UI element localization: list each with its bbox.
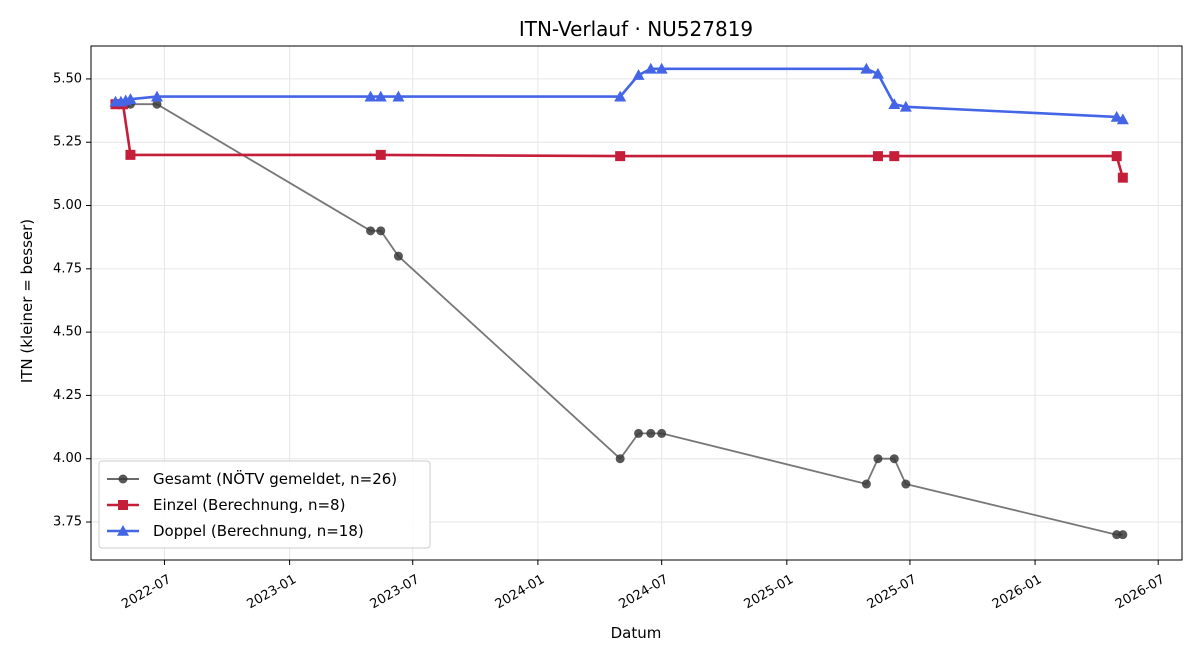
legend-label: Gesamt (NÖTV gemeldet, n=26) xyxy=(153,469,397,488)
y-tick-label: 4.25 xyxy=(53,388,82,403)
x-axis: 2022-07 2023-01 2023-07 2024-01 2024-07 2025-… xyxy=(119,560,1168,612)
x-tick-label: 2024-07 xyxy=(617,572,672,612)
x-tick-label: 2023-01 xyxy=(244,572,299,612)
y-axis-title: ITN (kleiner = besser) xyxy=(18,219,36,383)
data-point-einzel xyxy=(125,149,136,160)
data-point-gesamt xyxy=(634,428,644,438)
series-einzel xyxy=(110,99,1128,183)
legend-item-doppel: Doppel (Berechnung, n=18) xyxy=(107,522,364,540)
data-point-einzel xyxy=(1117,172,1128,183)
y-tick-label: 4.50 xyxy=(53,325,82,340)
data-point-doppel xyxy=(632,69,645,80)
data-point-doppel xyxy=(644,62,657,74)
data-point-doppel xyxy=(124,93,137,104)
data-point-gesamt xyxy=(376,226,386,236)
series-doppel xyxy=(109,62,1129,125)
x-tick-label: 2023-07 xyxy=(368,572,423,612)
series-line-einzel xyxy=(115,102,1125,179)
data-point-doppel xyxy=(1110,110,1123,122)
legend-item-einzel: Einzel (Berechnung, n=8) xyxy=(107,496,345,514)
data-point-gesamt xyxy=(889,454,899,464)
series-layer xyxy=(109,62,1129,540)
y-tick-label: 5.50 xyxy=(53,71,82,86)
x-tick-label: 2026-07 xyxy=(1113,572,1168,612)
data-point-gesamt xyxy=(657,428,667,438)
data-point-doppel xyxy=(364,90,377,102)
legend: Gesamt (NÖTV gemeldet, n=26) Einzel (Bere… xyxy=(98,460,431,549)
data-point-gesamt xyxy=(152,99,162,109)
y-axis: 3.75 4.00 4.25 4.50 4.75 5.00 5.25 5.50 xyxy=(53,71,91,530)
data-point-gesamt xyxy=(873,454,883,464)
y-tick-label: 5.25 xyxy=(53,135,82,150)
data-point-gesamt xyxy=(615,454,625,464)
data-point-doppel xyxy=(374,90,387,102)
x-tick-label: 2026-01 xyxy=(990,572,1045,612)
y-tick-label: 5.00 xyxy=(53,198,82,213)
data-point-einzel xyxy=(375,149,386,160)
data-point-einzel xyxy=(872,151,883,162)
legend-label: Einzel (Berechnung, n=8) xyxy=(153,496,345,514)
data-point-doppel xyxy=(392,90,405,102)
y-tick-label: 4.75 xyxy=(53,261,82,276)
data-point-gesamt xyxy=(366,226,376,236)
data-point-doppel xyxy=(899,100,912,112)
data-point-doppel xyxy=(655,62,668,74)
y-tick-label: 4.00 xyxy=(53,451,82,466)
data-point-doppel xyxy=(614,90,627,102)
legend-marker xyxy=(117,525,129,536)
data-point-gesamt xyxy=(861,479,871,489)
legend-marker xyxy=(118,500,128,510)
x-tick-label: 2022-07 xyxy=(119,572,174,612)
data-point-einzel xyxy=(889,151,900,162)
data-point-gesamt xyxy=(646,428,656,438)
data-point-gesamt xyxy=(1118,530,1128,540)
data-point-einzel xyxy=(1111,151,1122,162)
legend-item-gesamt: Gesamt (NÖTV gemeldet, n=26) xyxy=(107,469,397,488)
x-tick-label: 2025-07 xyxy=(865,572,920,612)
x-tick-label: 2025-01 xyxy=(742,572,797,612)
legend-marker xyxy=(118,474,128,484)
data-point-doppel xyxy=(871,67,884,79)
data-point-gesamt xyxy=(393,251,403,261)
legend-label: Doppel (Berechnung, n=18) xyxy=(153,522,364,540)
data-point-doppel xyxy=(860,62,873,74)
data-point-doppel xyxy=(888,98,901,110)
legend-box xyxy=(98,460,431,549)
x-axis-title: Datum xyxy=(611,624,662,642)
chart-title: ITN-Verlauf · NU527819 xyxy=(519,17,753,41)
plot-frame xyxy=(90,45,1183,561)
x-tick-label: 2024-01 xyxy=(493,572,548,612)
data-point-einzel xyxy=(615,151,626,162)
y-tick-label: 3.75 xyxy=(53,515,82,530)
data-point-gesamt xyxy=(901,479,911,489)
data-point-doppel xyxy=(1116,113,1129,125)
data-point-doppel xyxy=(150,90,163,102)
